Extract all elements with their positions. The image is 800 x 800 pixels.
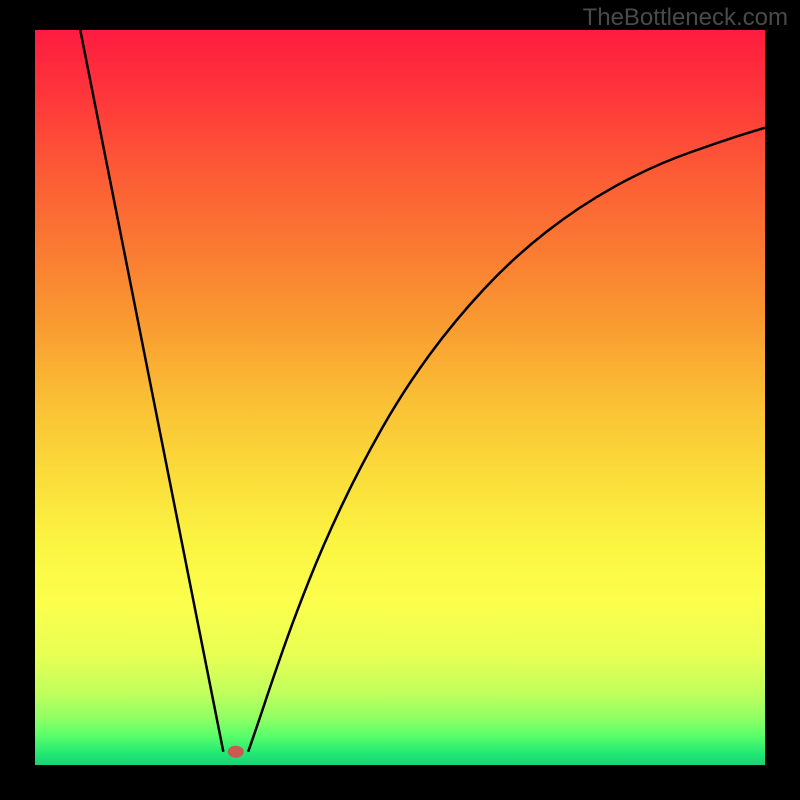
plot-area bbox=[35, 30, 765, 765]
curve-left-branch bbox=[76, 30, 223, 752]
curve-right-branch bbox=[248, 128, 765, 752]
minimum-marker bbox=[228, 746, 244, 758]
watermark-text: TheBottleneck.com bbox=[583, 4, 788, 32]
chart-container: TheBottleneck.com bbox=[0, 0, 800, 800]
curve-layer bbox=[35, 30, 765, 765]
